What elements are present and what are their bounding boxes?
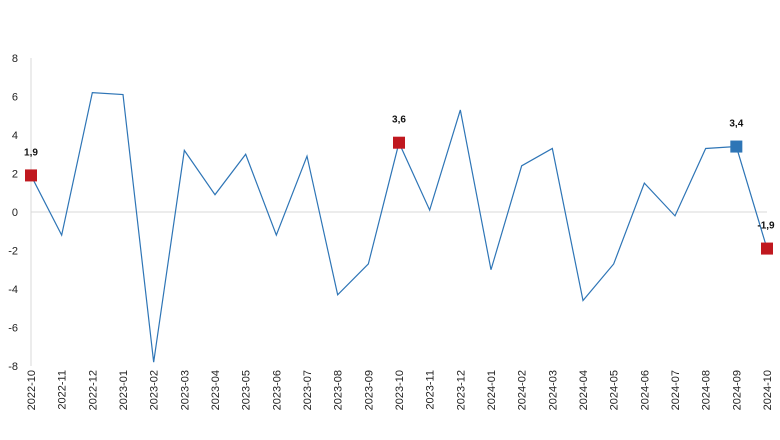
- y-tick-label: -4: [8, 284, 18, 296]
- x-tick-label: 2024-06: [639, 370, 651, 410]
- y-axis: 8 6 4 2 0 -2 -4 -6 -8: [8, 53, 32, 373]
- data-label: 3,6: [392, 115, 406, 126]
- highlight-marker: [761, 242, 773, 255]
- x-tick-label: 2023-04: [210, 370, 222, 410]
- y-tick-label: 0: [12, 207, 18, 219]
- y-tick-label: -6: [8, 323, 18, 335]
- data-label: 3,4: [729, 119, 743, 130]
- x-tick-label: 2023-07: [302, 370, 314, 410]
- x-tick-label: 2024-10: [762, 370, 774, 410]
- x-tick-label: 2024-02: [517, 370, 529, 410]
- x-tick-label: 2024-01: [486, 370, 498, 410]
- x-tick-label: 2022-12: [87, 370, 99, 410]
- x-tick-label: 2023-05: [241, 370, 253, 410]
- x-tick-label: 2023-03: [179, 370, 191, 410]
- x-tick-label: 2024-09: [731, 370, 743, 410]
- y-tick-label: 4: [12, 130, 18, 142]
- x-tick-label: 2022-11: [57, 370, 69, 410]
- x-tick-label: 2023-06: [271, 370, 283, 410]
- y-tick-label: -8: [8, 361, 18, 373]
- x-tick-label: 2024-03: [547, 370, 559, 410]
- y-tick-label: 8: [12, 53, 18, 65]
- x-tick-label: 2023-08: [333, 370, 345, 410]
- y-tick-label: 6: [12, 92, 18, 104]
- x-tick-label: 2023-12: [455, 370, 467, 410]
- highlight-markers: 1,9 3,6 3,4 -1,9: [24, 115, 775, 255]
- x-tick-label: 2023-02: [149, 370, 161, 410]
- y-tick-label: -2: [8, 246, 18, 258]
- series-line: [30, 92, 768, 363]
- x-tick-label: 2023-11: [425, 370, 437, 410]
- x-tick-label: 2023-01: [118, 370, 130, 410]
- series-layer: [30, 92, 768, 363]
- x-tick-label: 2024-07: [670, 370, 682, 410]
- data-label: -1,9: [757, 221, 775, 232]
- x-tick-label: 2024-05: [609, 370, 621, 410]
- data-label: 1,9: [24, 147, 38, 158]
- highlight-marker: [730, 140, 743, 153]
- x-tick-label: 2024-08: [701, 370, 713, 410]
- highlight-marker: [25, 169, 37, 182]
- x-axis: 2022-10 2022-11 2022-12 2023-01 2023-02 2023-…: [26, 211, 774, 410]
- x-tick-label: 2024-04: [578, 370, 590, 410]
- x-tick-label: 2022-10: [26, 370, 38, 410]
- x-tick-label: 2023-09: [363, 370, 375, 410]
- y-tick-label: 2: [12, 169, 18, 181]
- x-tick-label: 2023-10: [394, 370, 406, 410]
- highlight-marker: [393, 136, 405, 149]
